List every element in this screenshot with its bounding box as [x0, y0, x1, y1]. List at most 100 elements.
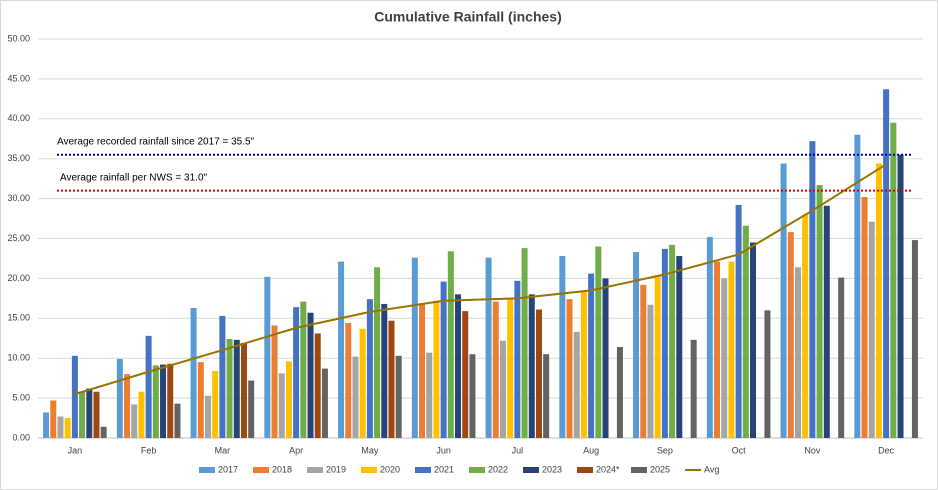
bar [669, 244, 676, 438]
x-tick-label: May [361, 445, 379, 455]
bar [131, 404, 138, 438]
bar [616, 347, 623, 438]
bar [706, 236, 713, 438]
bar [212, 370, 219, 438]
bar [86, 388, 93, 438]
y-tick-label: 20.00 [7, 273, 30, 283]
legend-label: 2017 [218, 464, 238, 474]
bar [816, 185, 823, 438]
x-tick-label: Sep [657, 445, 673, 455]
bar [145, 335, 152, 438]
bar [764, 310, 771, 438]
bar [314, 333, 321, 438]
legend-swatch [199, 467, 215, 473]
bar [345, 323, 352, 438]
legend-label: 2022 [488, 464, 508, 474]
x-tick-label: Apr [289, 445, 303, 455]
bar [676, 256, 683, 438]
bar [433, 300, 440, 438]
bar [264, 276, 271, 438]
x-tick-label: Jan [68, 445, 83, 455]
legend-label: 2018 [272, 464, 292, 474]
bar [278, 373, 285, 438]
bar [285, 361, 292, 438]
y-tick-label: 50.00 [7, 33, 30, 43]
legend-label: 2019 [326, 464, 346, 474]
bar [654, 275, 661, 438]
legend-swatch [631, 467, 647, 473]
bar [64, 418, 71, 438]
bar [300, 301, 307, 438]
bar [580, 291, 587, 438]
legend-label: 2021 [434, 464, 454, 474]
bar [352, 356, 359, 438]
bar [100, 426, 107, 438]
bar [381, 303, 388, 438]
legend-swatch [469, 467, 485, 473]
bar [248, 380, 255, 438]
bar [742, 225, 749, 438]
bar [152, 365, 159, 438]
bar [124, 374, 131, 438]
legend-swatch [415, 467, 431, 473]
bar [338, 261, 345, 438]
y-tick-label: 5.00 [12, 392, 30, 402]
bar [219, 315, 226, 438]
bar [359, 328, 366, 438]
bar [661, 248, 668, 438]
bar [721, 278, 728, 438]
bar [875, 163, 882, 438]
y-tick-label: 30.00 [7, 193, 30, 203]
x-tick-label: Jul [512, 445, 524, 455]
bar [411, 257, 418, 438]
bar [559, 256, 566, 438]
bar [71, 355, 78, 438]
x-tick-label: Jun [436, 445, 451, 455]
bar [838, 277, 845, 438]
bar [690, 339, 697, 438]
chart-title: Cumulative Rainfall (inches) [374, 9, 561, 25]
bar [573, 331, 580, 438]
bar [514, 280, 521, 438]
reference-label: Average rainfall per NWS = 31.0" [60, 172, 208, 183]
bar [204, 395, 211, 438]
bar [271, 325, 278, 438]
x-tick-label: Aug [583, 445, 599, 455]
bar [116, 358, 123, 438]
bar [388, 320, 395, 438]
bar [507, 299, 514, 438]
bar [57, 416, 64, 438]
bar [190, 307, 197, 438]
bar [499, 340, 506, 438]
bar [419, 303, 426, 438]
bar [174, 403, 181, 438]
bar [426, 352, 433, 438]
bar [440, 281, 447, 438]
y-tick-label: 25.00 [7, 233, 30, 243]
bar [750, 242, 757, 438]
bar [197, 362, 204, 438]
y-tick-label: 0.00 [12, 432, 30, 442]
bar [640, 284, 647, 438]
bar [226, 339, 233, 438]
y-tick-label: 35.00 [7, 153, 30, 163]
x-tick-label: Dec [878, 445, 895, 455]
bar [823, 205, 830, 438]
bar [50, 400, 57, 438]
bar [528, 294, 535, 438]
bar [854, 134, 861, 438]
bar [735, 204, 742, 438]
y-tick-label: 40.00 [7, 113, 30, 123]
bar [307, 312, 314, 438]
bar [160, 364, 167, 438]
bar [794, 267, 801, 438]
x-tick-label: Feb [141, 445, 157, 455]
bar [43, 412, 50, 438]
reference-label: Average recorded rainfall since 2017 = 3… [57, 136, 255, 147]
bar [455, 294, 462, 438]
bar [492, 301, 499, 438]
bar [595, 246, 602, 438]
bar [233, 339, 240, 438]
